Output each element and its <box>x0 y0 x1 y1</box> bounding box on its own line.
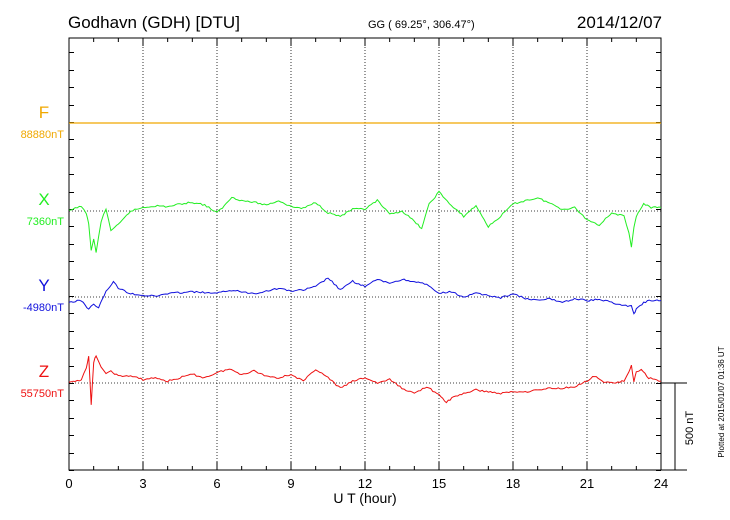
series-baseline-Z: 55750nT <box>21 388 65 400</box>
series-baseline-Y: -4980nT <box>23 302 64 314</box>
series-line-Z <box>68 354 661 405</box>
series-line-Y <box>68 277 662 315</box>
x-axis-label: U T (hour) <box>333 490 396 506</box>
series-name-F: F <box>39 103 49 122</box>
x-tick-label-12: 12 <box>358 476 372 491</box>
x-tick-label-6: 6 <box>213 476 220 491</box>
x-tick-label-15: 15 <box>432 476 446 491</box>
x-tick-label-9: 9 <box>287 476 294 491</box>
plotted-timestamp: Plotted at 2015/01/07 01:36 UT <box>717 346 726 457</box>
x-tick-label-3: 3 <box>139 476 146 491</box>
plot-date: 2014/12/07 <box>577 13 662 32</box>
x-tick-label-21: 21 <box>580 476 594 491</box>
series-baseline-F: 88880nT <box>21 129 65 141</box>
axis-ticks <box>68 38 662 471</box>
x-tick-label-18: 18 <box>506 476 520 491</box>
x-tick-label-24: 24 <box>654 476 668 491</box>
x-tick-label-0: 0 <box>65 476 72 491</box>
scale-bar-label: 500 nT <box>684 411 696 446</box>
series-name-Y: Y <box>38 276 49 295</box>
grid-lines <box>69 38 661 470</box>
station-coordinates: GG ( 69.25°, 306.47°) <box>368 19 475 31</box>
x-tick-labels: 0 3 6 9 12 15 18 21 24 <box>65 476 668 491</box>
series-name-Z: Z <box>39 362 49 381</box>
series-traces <box>68 122 662 405</box>
series-line-X <box>68 190 662 253</box>
series-baseline-X: 7360nT <box>27 216 65 228</box>
station-title: Godhavn (GDH) [DTU] <box>68 13 240 32</box>
series-name-X: X <box>38 190 49 209</box>
series-labels: F 88880nT X 7360nT Y -4980nT Z 55750nT <box>21 103 65 400</box>
scale-bar: 500 nT <box>661 382 696 471</box>
